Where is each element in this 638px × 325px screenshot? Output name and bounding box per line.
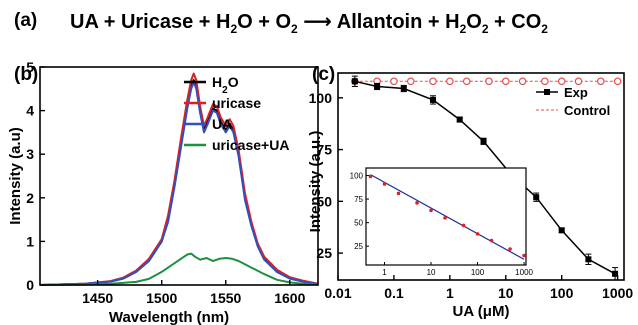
x-tick-label: 10 — [498, 285, 514, 301]
control-point — [406, 77, 415, 86]
inset-point — [508, 247, 512, 251]
spectrum-panel: (b) 0 1 2 3 4 5 1450 1500 1550 1600 Wavelength (nm)… — [7, 59, 319, 325]
y-tick-label: 50 — [316, 193, 332, 209]
exp-point — [558, 227, 565, 234]
series-line-1 — [39, 72, 319, 286]
inset-x-tick-label: 100 — [471, 268, 485, 277]
y-tick-label: 25 — [316, 245, 332, 261]
x-axis-label: Wavelength (nm) — [109, 309, 229, 325]
x-tick-label: 1000 — [602, 285, 633, 301]
x-tick-label: 1 — [446, 285, 454, 301]
y-tick-label: 3 — [26, 146, 34, 162]
legend-label-exp: Exp — [564, 85, 588, 100]
y-tick-label: 75 — [316, 142, 332, 158]
legend-label-1: uricase — [212, 95, 261, 111]
inset-point — [461, 223, 466, 228]
x-tick-label: 1600 — [274, 290, 305, 306]
exp-point — [456, 116, 463, 123]
inset-point — [443, 216, 447, 220]
plot-frame — [337, 72, 625, 281]
control-point — [501, 77, 510, 86]
panel-c-label: (c) — [312, 64, 335, 85]
inset-point — [415, 201, 419, 205]
legend-label-3: uricase+UA — [212, 137, 289, 153]
inset-plot: 25 50 75 100 1 10 100 1000 — [350, 167, 534, 277]
control-point — [574, 77, 583, 86]
exp-point — [430, 96, 437, 103]
exp-point — [351, 78, 358, 85]
x-axis-label: UA (μM) — [453, 303, 510, 320]
y-axis-label: Intensity (a.u.) — [307, 131, 324, 233]
control-point — [485, 77, 493, 86]
inset-x-tick-label: 1000 — [515, 268, 533, 277]
legend-marker-exp — [544, 89, 550, 95]
control-point — [390, 77, 398, 86]
inset-x-tick-label: 10 — [427, 268, 436, 277]
equation-text: UA + Uricase + H2O + O2 ⟶ Allantoin + H2… — [70, 11, 548, 36]
plot-frame — [39, 66, 319, 286]
series-line-3 — [39, 252, 319, 286]
x-tick-label: 100 — [550, 285, 574, 301]
exp-point — [533, 194, 540, 201]
control-point — [446, 77, 454, 86]
control-point — [596, 77, 605, 86]
inset-y-tick-label: 50 — [354, 219, 363, 228]
reaction-equation: (a) UA + Uricase + H2O + O2 ⟶ Allantoin … — [0, 0, 638, 48]
control-point — [518, 77, 527, 86]
series-line-0 — [39, 79, 319, 286]
intensity-vs-ua-panel: (c) 25 50 75 100 0.01 0.1 1 10 100 1000 UA (μM) Inte… — [307, 64, 633, 320]
y-tick-label: 100 — [309, 90, 333, 106]
exp-point — [400, 85, 407, 92]
y-axis-label: Intensity (a.u) — [7, 127, 24, 225]
y-tick-label: 1 — [26, 233, 34, 249]
series-line-2 — [39, 81, 319, 286]
panel-a-label: (a) — [14, 10, 38, 31]
control-point — [429, 77, 437, 86]
exp-point — [374, 83, 381, 90]
control-point — [613, 77, 622, 86]
exp-point — [585, 256, 592, 263]
x-tick-label: 1550 — [210, 290, 241, 306]
inset-y-tick-label: 75 — [354, 195, 363, 204]
inset-point — [368, 174, 373, 179]
y-tick-label: 5 — [26, 59, 34, 75]
inset-point — [396, 191, 401, 196]
inset-point — [522, 253, 526, 258]
y-tick-label: 4 — [26, 103, 34, 119]
exp-point — [612, 270, 619, 277]
inset-point — [475, 232, 480, 236]
control-point — [557, 77, 566, 86]
x-tick-label: 0.01 — [324, 285, 351, 301]
inset-point — [489, 238, 494, 243]
legend-label-control: Control — [564, 103, 610, 118]
x-tick-label: 0.1 — [384, 285, 404, 301]
inset-point — [382, 182, 387, 186]
inset-fit-line — [370, 174, 525, 260]
y-tick-label: 2 — [26, 190, 34, 206]
inset-y-tick-label: 100 — [350, 172, 364, 181]
inset-point — [429, 208, 433, 213]
inset-y-tick-label: 25 — [354, 242, 363, 251]
control-point — [462, 77, 471, 86]
x-tick-label: 1500 — [146, 290, 177, 306]
control-point — [541, 77, 549, 86]
legend-label-2: UA — [212, 116, 232, 132]
legend-label-0: H2O — [212, 74, 239, 96]
exp-point — [480, 138, 487, 145]
y-tick-label: 0 — [26, 277, 34, 293]
panel-b-label: (b) — [14, 64, 38, 85]
inset-x-tick-label: 1 — [382, 268, 387, 277]
x-tick-label: 1450 — [82, 290, 113, 306]
